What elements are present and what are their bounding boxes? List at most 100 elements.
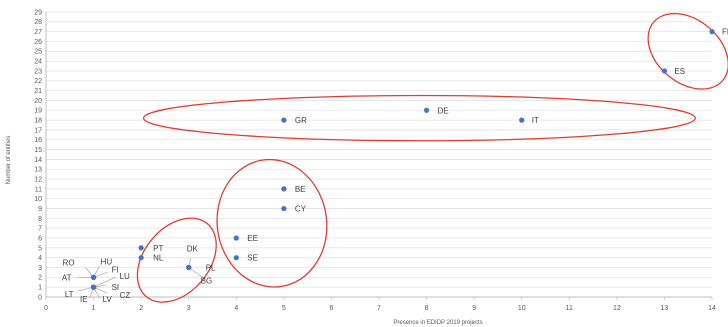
data-point: [423, 107, 430, 113]
gridlines: [46, 11, 712, 288]
x-tick-label: 6: [329, 305, 333, 312]
y-tick-label: 23: [34, 68, 42, 75]
y-tick-labels: 0123456789101112131415161718192021222324…: [34, 9, 42, 301]
x-tick-label: 0: [44, 305, 48, 312]
point-label: FI: [112, 265, 119, 274]
data-point: [281, 117, 287, 123]
y-tick-label: 21: [34, 88, 42, 95]
y-tick-label: 9: [38, 206, 42, 213]
point-label: PT: [153, 244, 163, 253]
point-label: DE: [438, 106, 449, 115]
y-tick-label: 11: [35, 186, 42, 193]
y-tick-label: 22: [34, 78, 42, 85]
x-tick-labels: 0 1 2 3 4 5 6 7 8 9 10 11 12 13 14: [44, 305, 716, 312]
y-tick-label: 19: [34, 108, 42, 115]
point-label: PL: [206, 264, 216, 273]
data-point: [661, 68, 668, 74]
point-label: IE: [80, 295, 88, 304]
data-point: [233, 235, 239, 241]
x-tick-label: 2: [139, 305, 143, 312]
y-tick-label: 3: [38, 265, 42, 272]
y-tick-label: 14: [34, 157, 42, 164]
data-point: [138, 245, 144, 251]
data-point: [186, 264, 192, 271]
x-tick-label: 5: [282, 305, 286, 312]
y-tick-label: 8: [38, 216, 42, 223]
y-tick-label: 29: [34, 9, 42, 16]
data-point: [281, 186, 287, 192]
data-point: [281, 205, 287, 212]
y-tick-label: 2: [38, 275, 42, 282]
highlight-ellipses: [136, 12, 728, 303]
y-tick-label: 10: [34, 196, 42, 203]
point-label: AT: [62, 273, 72, 282]
highlight-ellipse: [216, 158, 328, 288]
point-label: LV: [103, 295, 113, 304]
point-label: DK: [187, 245, 199, 254]
point-label: LT: [65, 290, 74, 299]
point-label: CZ: [120, 291, 131, 300]
point-label: NL: [153, 254, 164, 263]
point-label: RO: [63, 258, 75, 267]
leader-line: [77, 286, 94, 292]
x-tick-label: 3: [187, 305, 191, 312]
point-label: HU: [101, 257, 113, 266]
leader-line: [93, 276, 116, 288]
x-tick-label: 10: [518, 305, 526, 312]
leader-line: [188, 267, 203, 278]
point-label: SE: [247, 254, 258, 263]
point-label: BG: [201, 277, 213, 286]
x-tick-label: 13: [661, 305, 669, 312]
x-axis-title: Presence in EDIDP 2019 projects: [393, 320, 482, 326]
data-point: [138, 255, 144, 261]
y-tick-label: 13: [34, 167, 42, 174]
y-tick-label: 26: [34, 39, 42, 46]
x-tick-label: 14: [708, 305, 716, 312]
y-tick-label: 18: [34, 118, 42, 125]
point-label: LU: [120, 272, 130, 281]
y-tick-label: 0: [38, 294, 42, 301]
y-axis-title: Number of entities: [6, 136, 12, 185]
axes: [45, 12, 713, 300]
y-tick-label: 7: [38, 226, 42, 233]
point-label: CY: [295, 205, 307, 214]
data-point: [233, 255, 239, 261]
y-tick-label: 4: [38, 255, 42, 262]
y-tick-label: 16: [34, 137, 42, 144]
y-tick-label: 5: [38, 245, 42, 252]
data-point: [519, 117, 525, 123]
y-tick-label: 17: [34, 127, 42, 134]
point-label: EE: [247, 234, 258, 243]
y-tick-label: 15: [34, 147, 42, 154]
point-label: FR: [722, 28, 728, 37]
highlight-ellipse: [136, 217, 217, 303]
point-label: IT: [532, 116, 539, 125]
y-tick-label: 25: [34, 49, 42, 56]
x-tick-label: 9: [472, 305, 476, 312]
data-points: [90, 29, 715, 290]
y-tick-label: 12: [34, 176, 42, 183]
y-tick-label: 28: [34, 19, 42, 26]
data-point: [709, 29, 715, 35]
point-label: BE: [295, 185, 306, 194]
point-label: SI: [112, 283, 120, 292]
x-tick-label: 4: [234, 305, 238, 312]
highlight-ellipse: [142, 94, 696, 142]
x-tick-label: 1: [92, 305, 96, 312]
y-tick-label: 24: [34, 59, 42, 66]
highlight-ellipse: [647, 12, 728, 90]
x-tick-label: 11: [566, 305, 573, 312]
y-tick-label: 20: [34, 98, 42, 105]
point-label: GR: [295, 116, 307, 125]
x-tick-label: 8: [425, 305, 429, 312]
data-point: [90, 284, 97, 290]
data-point: [90, 274, 97, 280]
x-tick-label: 12: [613, 305, 621, 312]
point-label: ES: [674, 67, 685, 76]
x-tick-label: 7: [377, 305, 381, 312]
label-leader-lines: [77, 257, 203, 299]
y-tick-label: 6: [38, 235, 42, 242]
y-tick-label: 1: [38, 285, 42, 292]
